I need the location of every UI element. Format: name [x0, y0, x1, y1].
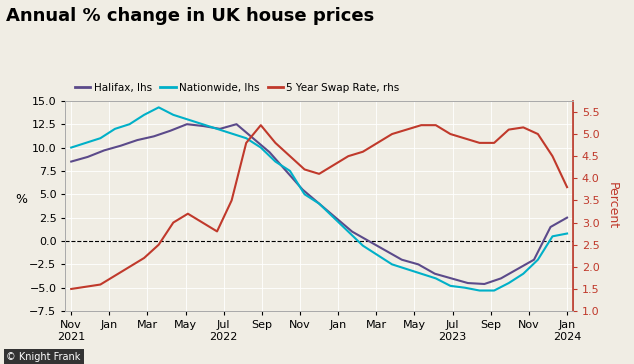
Y-axis label: Percent: Percent	[606, 182, 619, 230]
Text: Annual % change in UK house prices: Annual % change in UK house prices	[6, 7, 375, 25]
Y-axis label: %: %	[15, 193, 27, 206]
Legend: Halifax, lhs, Nationwide, lhs, 5 Year Swap Rate, rhs: Halifax, lhs, Nationwide, lhs, 5 Year Sw…	[71, 79, 404, 97]
Text: © Knight Frank: © Knight Frank	[6, 352, 81, 362]
